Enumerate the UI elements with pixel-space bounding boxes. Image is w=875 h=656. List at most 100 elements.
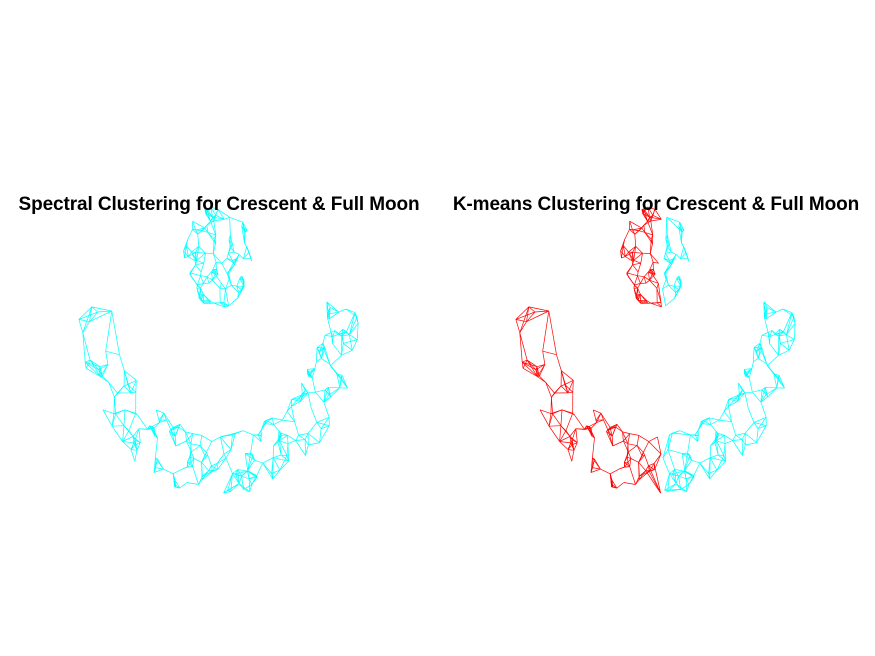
graph-edge xyxy=(632,227,642,231)
graph-edge xyxy=(307,422,318,434)
graph-edge xyxy=(742,444,746,456)
graph-edge xyxy=(203,276,208,284)
graph-edge xyxy=(264,417,273,422)
graph-edge xyxy=(260,435,262,442)
graph-edge xyxy=(234,259,237,265)
graph-edge xyxy=(97,310,112,313)
graph-edge xyxy=(723,406,729,412)
graph-edge xyxy=(254,459,263,464)
graph-edge xyxy=(242,222,245,232)
graph-edge xyxy=(669,432,673,436)
graph-edge xyxy=(728,406,732,422)
graph-edge xyxy=(195,262,204,266)
graph-edge xyxy=(239,278,245,281)
graph-edge xyxy=(157,458,164,470)
graph-edge xyxy=(237,469,248,472)
graph-edge xyxy=(111,413,116,427)
graph-edge xyxy=(208,279,213,284)
graph-edge xyxy=(668,284,676,293)
graph-edge xyxy=(231,284,239,293)
graph-edge xyxy=(89,359,101,377)
graph-edge xyxy=(632,260,635,265)
graph-edge xyxy=(690,434,699,436)
graph-edge xyxy=(728,400,738,407)
graph-edge xyxy=(189,272,201,277)
graph-edge xyxy=(662,284,669,290)
graph-edge xyxy=(273,454,282,459)
kmeans-clustering-panel: K-means Clustering for Crescent & Full M… xyxy=(437,0,875,656)
graph-edge xyxy=(649,273,656,281)
graph-edge xyxy=(690,434,699,442)
graph-edge xyxy=(685,252,690,262)
graph-edge xyxy=(753,342,761,348)
graph-edge xyxy=(247,455,254,471)
graph-edge xyxy=(702,423,711,425)
graph-edge xyxy=(273,434,282,446)
graph-edge xyxy=(326,301,330,319)
graph-edge xyxy=(685,478,688,492)
graph-edge xyxy=(662,434,670,459)
graph-edge xyxy=(773,373,780,376)
graph-edge xyxy=(728,394,740,400)
graph-edge xyxy=(703,420,711,425)
graph-edge xyxy=(187,462,192,468)
graph-edge xyxy=(201,462,209,471)
graph-edge xyxy=(637,287,641,295)
graph-edge xyxy=(718,454,724,456)
graph-edge xyxy=(621,245,624,258)
graph-edge xyxy=(108,382,118,394)
graph-edge xyxy=(221,263,228,274)
graph-edge xyxy=(242,430,254,436)
graph-edge xyxy=(760,387,766,403)
graph-edge xyxy=(647,206,656,210)
graph-edge xyxy=(291,400,301,407)
graph-edge xyxy=(184,245,187,258)
graph-edge xyxy=(191,251,197,261)
graph-edge xyxy=(200,287,202,301)
graph-edge xyxy=(633,246,637,261)
graph-edge xyxy=(648,463,655,472)
graph-edge xyxy=(674,286,682,299)
graph-edge xyxy=(195,252,206,254)
graph-edge xyxy=(221,283,226,290)
graph-edge xyxy=(595,420,597,423)
graph-edge xyxy=(329,311,340,319)
graph-edge xyxy=(632,252,643,254)
graph-edge xyxy=(208,465,212,471)
graph-edge xyxy=(291,406,295,422)
graph-edge xyxy=(731,421,737,436)
graph-edge xyxy=(153,422,160,429)
graph-edge xyxy=(156,409,165,414)
graph-edge xyxy=(699,457,711,464)
graph-edge xyxy=(195,264,202,273)
graph-edge xyxy=(584,426,590,430)
graph-edge xyxy=(623,433,630,442)
graph-edge xyxy=(82,321,90,333)
graph-edge xyxy=(225,449,232,459)
graph-edge xyxy=(356,323,359,340)
graph-edge xyxy=(643,220,651,226)
graph-edge xyxy=(105,351,109,365)
graph-edge xyxy=(526,311,536,322)
graph-edge xyxy=(123,425,134,437)
graph-edge xyxy=(724,435,733,441)
graph-edge xyxy=(327,317,332,333)
graph-edge xyxy=(330,387,341,398)
graph-edge xyxy=(630,458,639,463)
graph-edge xyxy=(201,300,211,304)
graph-edge xyxy=(321,358,330,365)
graph-edge xyxy=(238,483,250,492)
graph-edge xyxy=(323,389,326,403)
graph-edge xyxy=(187,457,191,463)
graph-edge xyxy=(113,397,115,414)
graph-edge xyxy=(242,246,248,259)
graph-edge xyxy=(662,288,667,306)
graph-edge xyxy=(744,392,749,409)
graph-edge xyxy=(633,260,641,264)
graph-edge xyxy=(561,370,574,381)
graph-edge xyxy=(724,435,726,444)
graph-edge xyxy=(619,466,625,470)
graph-edge xyxy=(203,293,211,304)
graph-edge xyxy=(186,440,192,445)
graph-edge xyxy=(228,297,238,307)
